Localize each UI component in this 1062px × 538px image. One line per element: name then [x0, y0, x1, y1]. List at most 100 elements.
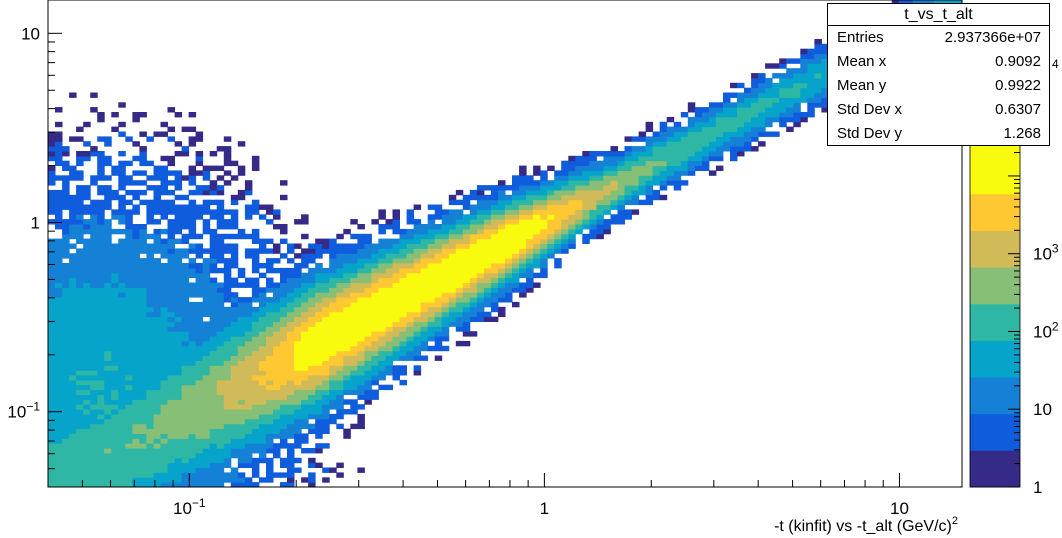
heatmap-cell — [245, 399, 253, 404]
heatmap-cell — [723, 93, 731, 98]
heatmap-cell — [540, 180, 548, 185]
heatmap-cell — [526, 234, 534, 239]
heatmap-cell — [280, 321, 288, 326]
heatmap-cell — [751, 73, 759, 78]
heatmap-cell — [259, 404, 267, 409]
heatmap-cell — [371, 375, 379, 380]
heatmap-cell — [315, 399, 323, 404]
heatmap-cell — [224, 375, 232, 380]
heatmap-cell — [189, 380, 197, 385]
heatmap-cell — [48, 219, 56, 224]
heatmap-cell — [554, 229, 562, 234]
stats-title: t_vs_t_alt — [828, 4, 1049, 26]
heatmap-cell — [168, 424, 176, 429]
heatmap-cell — [786, 97, 794, 102]
heatmap-cell — [259, 419, 267, 424]
heatmap-cell — [568, 229, 576, 234]
heatmap-cell — [294, 443, 302, 448]
heatmap-cell — [329, 380, 337, 385]
heatmap-cell — [118, 341, 126, 346]
palette-band — [970, 194, 1020, 207]
heatmap-cell — [280, 253, 288, 258]
heatmap-cell — [350, 385, 358, 390]
heatmap-cell — [800, 73, 808, 78]
heatmap-cell — [568, 161, 576, 166]
heatmap-cell — [287, 287, 295, 292]
heatmap-cell — [632, 136, 640, 141]
heatmap-cell — [266, 297, 274, 302]
heatmap-cell — [814, 78, 822, 83]
heatmap-cell — [547, 219, 555, 224]
heatmap-cell — [632, 161, 640, 166]
heatmap-cell — [491, 253, 499, 258]
heatmap-cell — [301, 219, 309, 224]
heatmap-cell — [252, 375, 260, 380]
heatmap-cell — [203, 453, 211, 458]
heatmap-cell — [364, 234, 372, 239]
heatmap-cell — [308, 458, 316, 463]
heatmap-cell — [449, 229, 457, 234]
heatmap-cell — [111, 209, 119, 214]
heatmap-cell — [470, 253, 478, 258]
heatmap-cell — [814, 83, 822, 88]
heatmap-cell — [294, 244, 302, 249]
heatmap-cell — [161, 283, 169, 288]
heatmap-cell — [196, 268, 204, 273]
heatmap-cell — [329, 336, 337, 341]
heatmap-cell — [48, 360, 56, 365]
heatmap-cell — [48, 336, 56, 341]
heatmap-cell — [343, 283, 351, 288]
heatmap-cell — [322, 321, 330, 326]
heatmap-cell — [175, 404, 183, 409]
heatmap-cell — [224, 326, 232, 331]
heatmap-cell — [751, 83, 759, 88]
heatmap-cell — [526, 185, 534, 190]
heatmap-cell — [435, 205, 443, 210]
heatmap-cell — [716, 112, 724, 117]
heatmap-cell — [702, 117, 710, 122]
heatmap-cell — [62, 385, 70, 390]
heatmap-cell — [477, 292, 485, 297]
heatmap-cell — [259, 360, 267, 365]
heatmap-cell — [407, 263, 415, 268]
heatmap-cell — [568, 239, 576, 244]
heatmap-cell — [287, 399, 295, 404]
heatmap-cell — [378, 321, 386, 326]
heatmap-cell — [210, 346, 218, 351]
heatmap-cell — [364, 268, 372, 273]
heatmap-cell — [807, 54, 815, 59]
heatmap-cell — [111, 375, 119, 380]
heatmap-cell — [582, 185, 590, 190]
heatmap-cell — [632, 170, 640, 175]
heatmap-cell — [526, 175, 534, 180]
heatmap-cell — [90, 224, 98, 229]
heatmap-cell — [76, 127, 84, 132]
heatmap-cell — [266, 302, 274, 307]
heatmap-cell — [210, 331, 218, 336]
heatmap-cell — [393, 375, 401, 380]
heatmap-cell — [414, 297, 422, 302]
heatmap-cell — [224, 146, 232, 151]
heatmap-cell — [526, 273, 534, 278]
heatmap-cell — [751, 97, 759, 102]
heatmap-cell — [470, 287, 478, 292]
heatmap-cell — [378, 239, 386, 244]
heatmap-cell — [238, 341, 246, 346]
heatmap-cell — [533, 200, 541, 205]
heatmap-cell — [301, 351, 309, 356]
heatmap-cell — [322, 404, 330, 409]
heatmap-cell — [364, 307, 372, 312]
heatmap-cell — [154, 219, 162, 224]
heatmap-cell — [154, 443, 162, 448]
heatmap-cell — [55, 287, 63, 292]
heatmap-cell — [161, 409, 169, 414]
heatmap-cell — [252, 229, 260, 234]
heatmap-cell — [779, 83, 787, 88]
heatmap-cell — [48, 385, 56, 390]
heatmap-cell — [55, 132, 63, 137]
heatmap-cell — [231, 433, 239, 438]
heatmap-cell — [449, 273, 457, 278]
heatmap-cell — [146, 414, 154, 419]
heatmap-cell — [540, 170, 548, 175]
heatmap-cell — [575, 166, 583, 171]
